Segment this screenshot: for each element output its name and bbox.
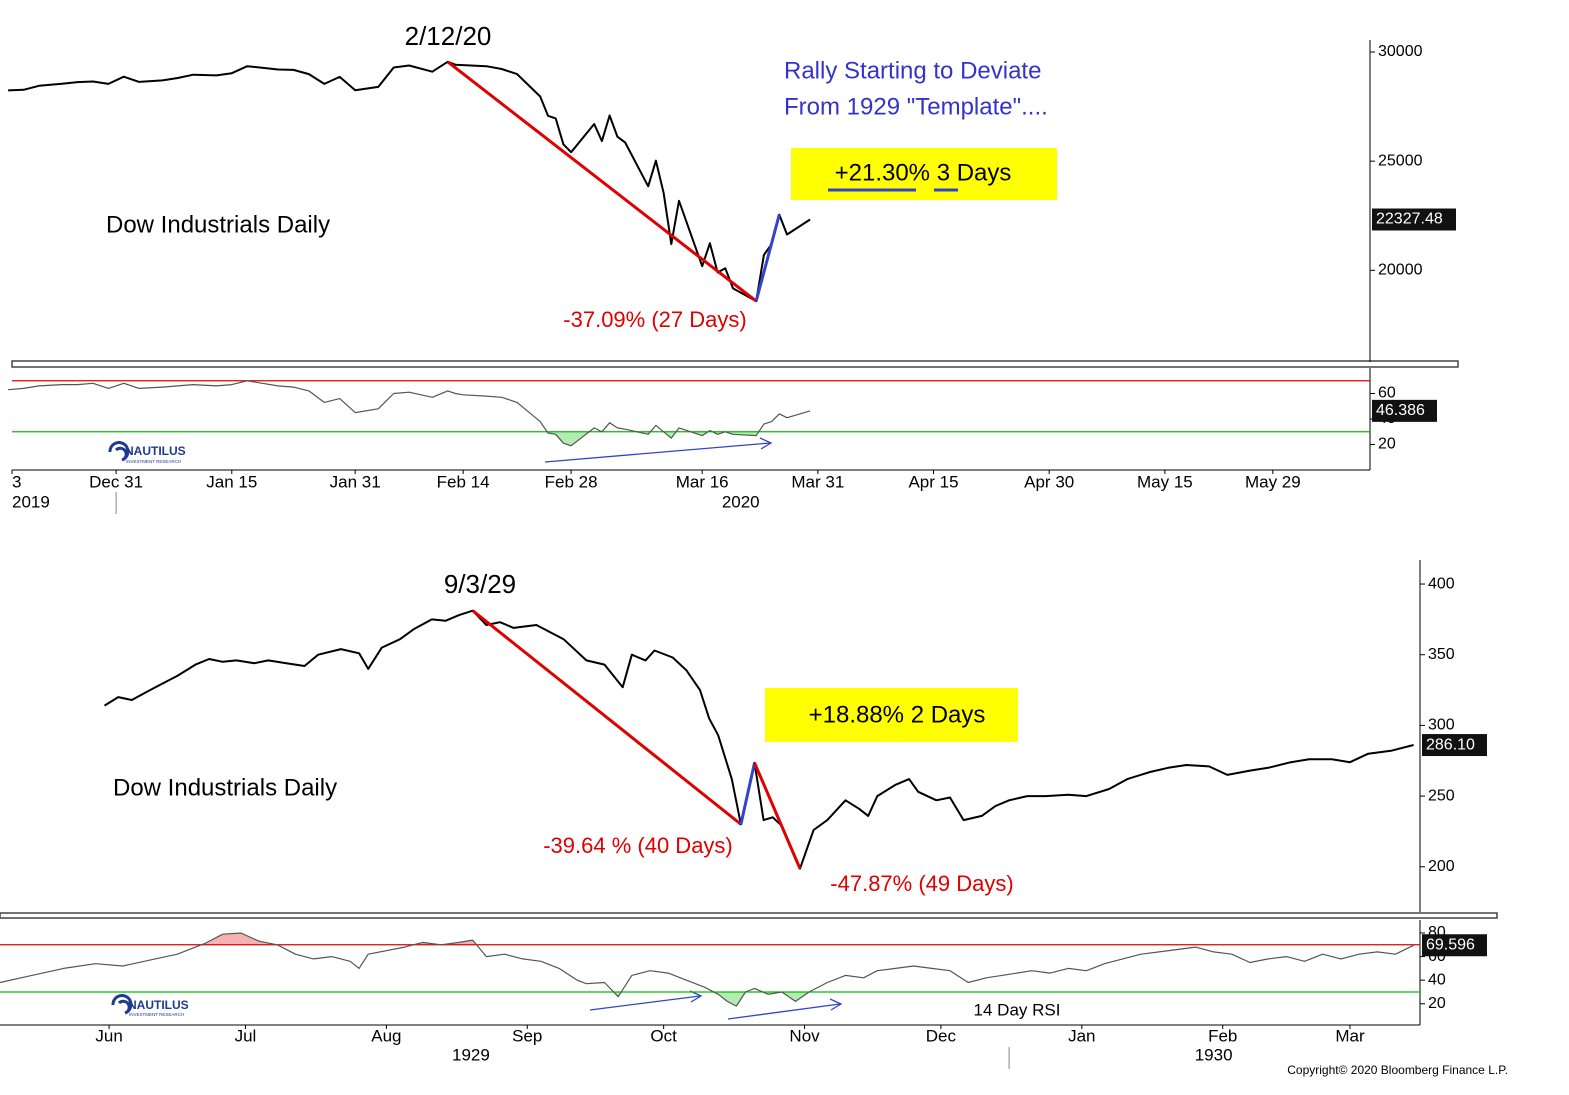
- trend-line: [754, 214, 781, 302]
- annotation: 2/12/20: [405, 21, 492, 51]
- y-tick-label: 350: [1428, 646, 1455, 663]
- annotation: -39.64 % (40 Days): [543, 833, 733, 858]
- arrow-head: [759, 437, 773, 450]
- arrow: [544, 442, 771, 463]
- y-tick-label: 250: [1428, 787, 1455, 804]
- logo-name: NAUTILUS: [128, 998, 189, 1012]
- last-value-box: [1372, 399, 1437, 422]
- x-tick-label: Apr 30: [1024, 472, 1074, 491]
- y-tick-label: 60: [1378, 385, 1396, 402]
- x-tick-label: Nov: [789, 1026, 820, 1045]
- x-tick-label: Feb 14: [437, 472, 490, 491]
- last-value-label: 69.596: [1426, 936, 1475, 953]
- y-tick-label: 20000: [1378, 262, 1423, 279]
- logo-tagline: INVESTMENT RESEARCH: [126, 459, 181, 464]
- logo-name: NAUTILUS: [125, 444, 186, 458]
- arrow: [589, 995, 701, 1011]
- annotation: From 1929 "Template"....: [784, 93, 1048, 120]
- x-tick-label: Mar: [1335, 1026, 1365, 1045]
- x-tick-label: Aug: [371, 1026, 401, 1045]
- last-value-label: 22327.48: [1376, 211, 1443, 228]
- last-value-label: 46.386: [1376, 402, 1425, 419]
- x-tick-label: Mar 31: [791, 472, 844, 491]
- y-tick-label: 25000: [1378, 152, 1423, 169]
- year-label: 1930: [1195, 1045, 1233, 1064]
- year-label: 2019: [12, 492, 50, 511]
- x-tick-label: Oct: [650, 1026, 677, 1045]
- x-tick-label: May 29: [1245, 472, 1301, 491]
- last-value-box: [1422, 934, 1487, 957]
- arrow-head: [829, 998, 843, 1011]
- y-tick-label: 20: [1378, 436, 1396, 453]
- y-tick-label: 300: [1428, 717, 1455, 734]
- annotation: -37.09% (27 Days): [563, 307, 746, 332]
- x-tick-label: Jan 31: [330, 472, 381, 491]
- price-line: [103, 609, 1414, 870]
- annotation: Rally Starting to Deviate: [784, 57, 1041, 84]
- annotation: Dow Industrials Daily: [106, 211, 330, 238]
- price-line: [8, 380, 811, 447]
- x-tick-label: May 15: [1137, 472, 1193, 491]
- last-value-box: [1372, 208, 1456, 231]
- last-value-label: 286.10: [1426, 736, 1475, 753]
- panel-separator: [0, 912, 1498, 919]
- logo-tagline: INVESTMENT RESEARCH: [129, 1012, 184, 1017]
- last-value-box: [1422, 734, 1487, 757]
- arrows: [544, 437, 843, 1020]
- year-label: 1929: [452, 1045, 490, 1064]
- x-tick-label: Dec: [926, 1026, 957, 1045]
- annotation: -47.87% (49 Days): [830, 871, 1013, 896]
- x-tick-label: Apr 15: [908, 472, 958, 491]
- price-line: [8, 60, 811, 303]
- y-tick-label: 30000: [1378, 43, 1423, 60]
- y-tick-label: 20: [1428, 995, 1446, 1012]
- trend-line: [446, 60, 758, 303]
- logo: NAUTILUS INVESTMENT RESEARCH: [111, 994, 189, 1017]
- callout-box: [765, 688, 1018, 742]
- logo-icon: [111, 994, 133, 1015]
- logo-icon: [108, 441, 130, 462]
- y-tick-label: 40: [1428, 971, 1446, 988]
- x-tick-label: 3: [12, 472, 21, 491]
- trend-line: [739, 762, 757, 825]
- copyright: Copyright© 2020 Bloomberg Finance L.P.: [1287, 1063, 1508, 1077]
- panel-separator: [11, 360, 1459, 368]
- x-tick-label: Jan: [1068, 1026, 1095, 1045]
- trend-line: [471, 609, 742, 826]
- annotation: Dow Industrials Daily: [113, 774, 337, 801]
- x-tick-label: Jul: [235, 1026, 257, 1045]
- arrow-head: [689, 990, 703, 1003]
- logo: NAUTILUS INVESTMENT RESEARCH: [108, 441, 186, 464]
- trend-line: [753, 762, 802, 870]
- y-tick-label: 400: [1428, 575, 1455, 592]
- x-tick-label: Sep: [512, 1026, 542, 1045]
- annotation: +21.30% 3 Days: [835, 159, 1012, 186]
- y-tick-label: 200: [1428, 858, 1455, 875]
- x-tick-label: Dec 31: [89, 472, 143, 491]
- annotation: 9/3/29: [444, 569, 516, 599]
- threshold-fill: [613, 991, 810, 1007]
- x-tick-label: Feb: [1208, 1026, 1237, 1045]
- annotation: +18.88% 2 Days: [809, 701, 986, 728]
- x-tick-label: Mar 16: [676, 472, 729, 491]
- x-tick-label: Feb 28: [545, 472, 598, 491]
- year-label: 2020: [722, 492, 760, 511]
- price-line: [0, 932, 1414, 1007]
- x-tick-label: Jan 15: [206, 472, 257, 491]
- arrow: [727, 1003, 841, 1020]
- x-tick-label: Jun: [95, 1026, 122, 1045]
- annotation: 14 Day RSI: [974, 1000, 1061, 1019]
